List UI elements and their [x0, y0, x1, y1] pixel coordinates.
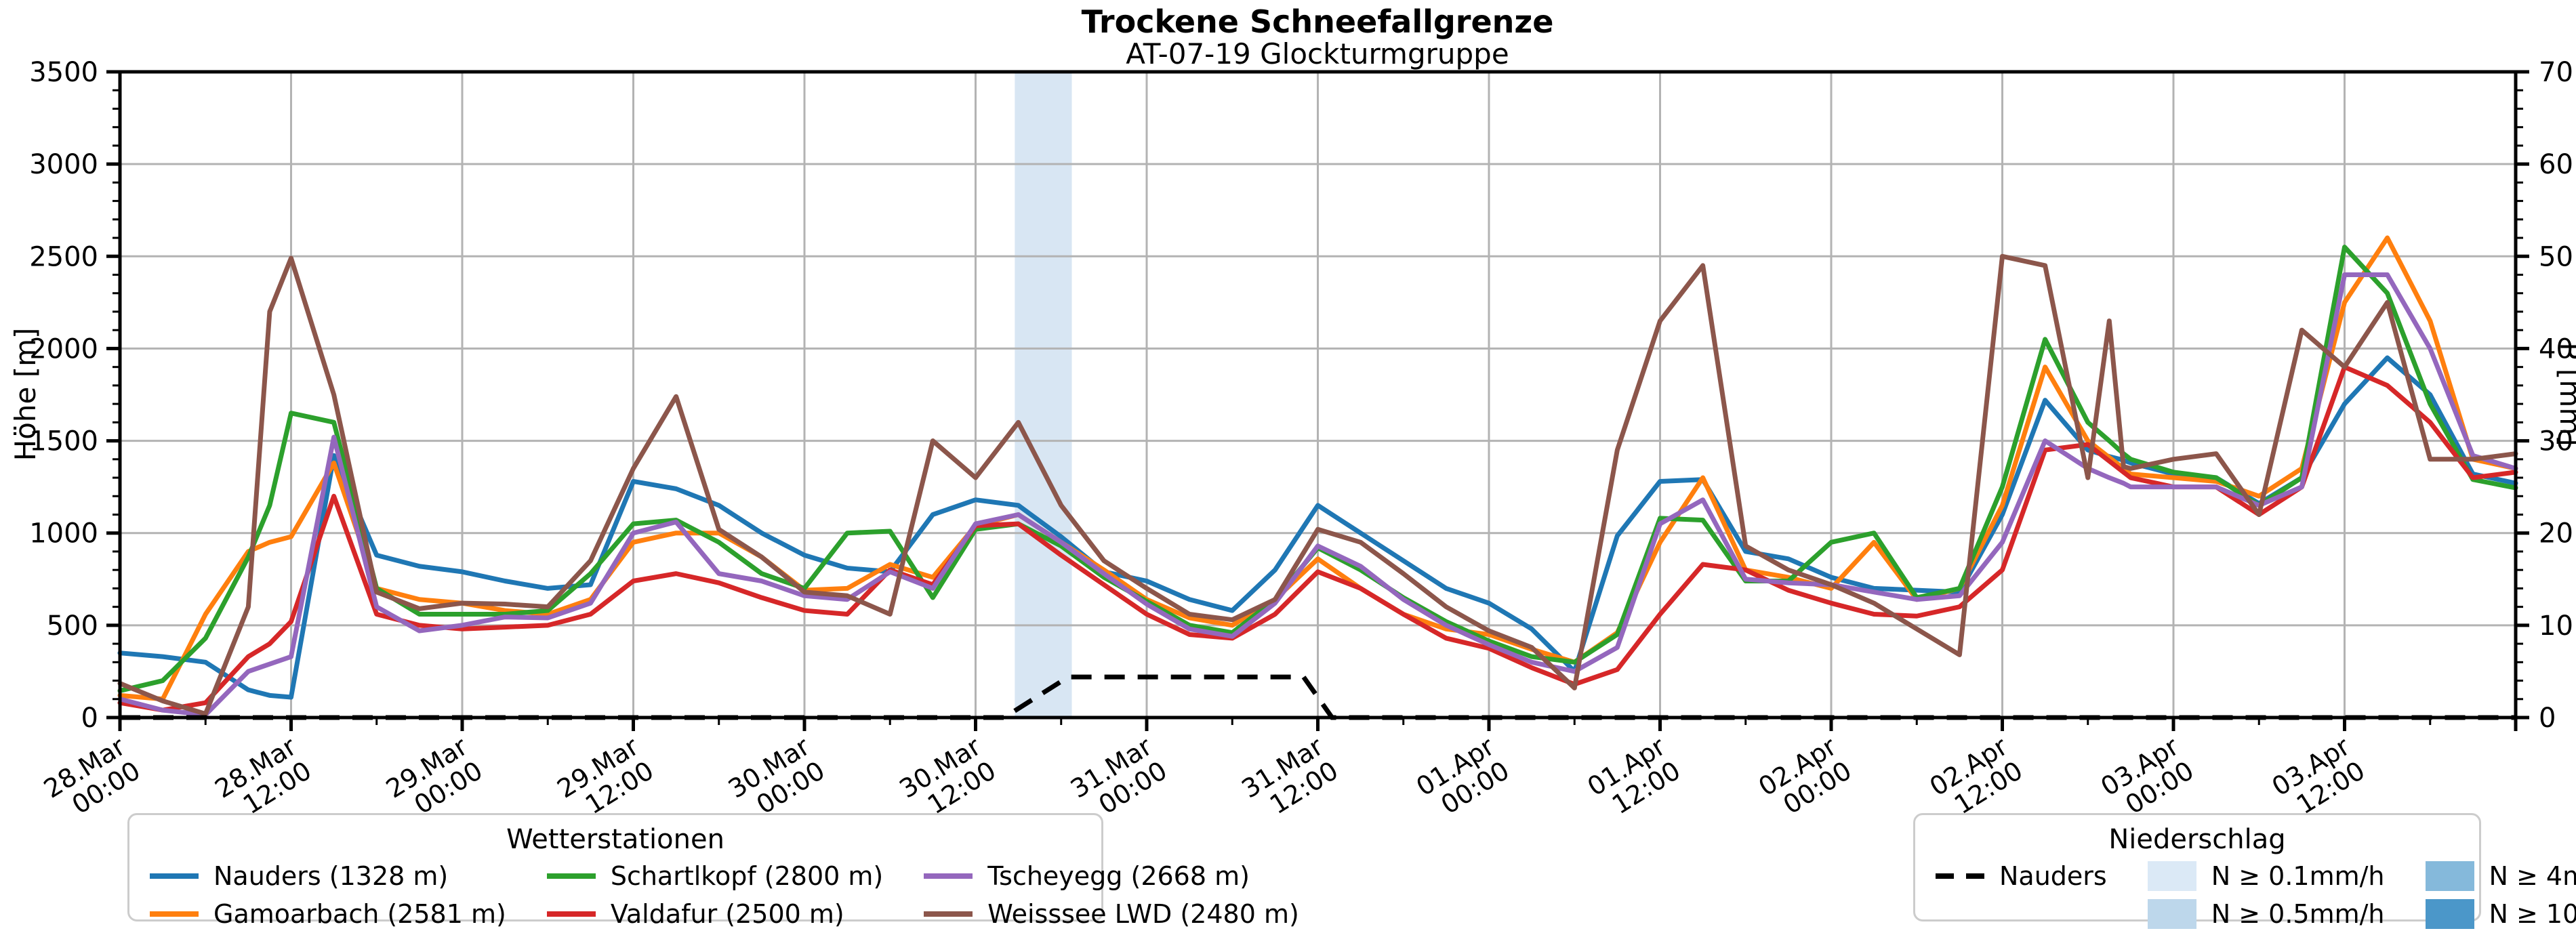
precip-01-swatch — [2148, 861, 2196, 891]
svg-text:01.Apr12:00: 01.Apr12:00 — [1582, 731, 1686, 826]
legend-item-nauders: Nauders (1328 m) — [150, 861, 506, 891]
chart-subtitle: AT-07-19 Glockturmgruppe — [1126, 37, 1509, 70]
legend-label: Weisssee LWD (2480 m) — [987, 899, 1299, 929]
legend-item-gamoarbach: Gamoarbach (2581 m) — [150, 899, 506, 929]
svg-text:3000: 3000 — [29, 149, 98, 180]
legend-label: Valdafur (2500 m) — [611, 899, 844, 929]
legend-precip-title: Niederschlag — [1936, 822, 2459, 857]
legend-item-weisssee: Weisssee LWD (2480 m) — [924, 899, 1299, 929]
legend-item-valdafur: Valdafur (2500 m) — [547, 899, 883, 929]
svg-text:0: 0 — [2539, 703, 2556, 734]
plot-area: 0 500 1000 1500 2000 2500 3000 3500 0 10 20 30 40 50 6… — [29, 57, 2573, 828]
legend-item-schartlkopf: Schartlkopf (2800 m) — [547, 861, 883, 891]
legend-item-precip-4: N ≥ 4mm/h — [2426, 861, 2576, 891]
legend-label: N ≥ 0.5mm/h — [2211, 899, 2385, 929]
precip-10-swatch — [2426, 899, 2474, 929]
legend-label: Schartlkopf (2800 m) — [611, 861, 883, 891]
svg-text:70: 70 — [2539, 57, 2573, 88]
svg-text:03.Apr12:00: 03.Apr12:00 — [2267, 731, 2371, 826]
legend-item-precip-10: N ≥ 10mm/h — [2426, 899, 2576, 929]
svg-text:1000: 1000 — [29, 518, 98, 550]
legend-item-tscheyegg: Tscheyegg (2668 m) — [924, 861, 1299, 891]
legend-item-precip-05: N ≥ 0.5mm/h — [2148, 899, 2385, 929]
svg-text:60: 60 — [2539, 149, 2573, 180]
legend-label: N ≥ 0.1mm/h — [2211, 861, 2385, 891]
svg-text:0: 0 — [81, 703, 98, 734]
svg-text:1500: 1500 — [29, 426, 98, 457]
legend-item-nauders-dashed: Nauders — [1936, 861, 2107, 891]
svg-text:20: 20 — [2539, 518, 2573, 550]
chart-title: Trockene Schneefallgrenze — [1082, 3, 1554, 40]
svg-text:3500: 3500 — [29, 57, 98, 88]
svg-text:40: 40 — [2539, 333, 2573, 365]
svg-text:02.Apr00:00: 02.Apr00:00 — [1753, 731, 1857, 826]
weisssee-line-swatch — [924, 911, 973, 917]
svg-text:500: 500 — [47, 610, 98, 642]
dashed-line-swatch — [1936, 873, 1984, 879]
svg-text:01.Apr00:00: 01.Apr00:00 — [1411, 731, 1515, 826]
svg-text:31.Mar12:00: 31.Mar12:00 — [1236, 731, 1343, 828]
precip-4-swatch — [2426, 861, 2474, 891]
legend-label: Nauders (1328 m) — [213, 861, 448, 891]
legend-label: Nauders — [1999, 861, 2107, 891]
svg-text:28.Mar00:00: 28.Mar00:00 — [39, 731, 146, 828]
svg-text:02.Apr12:00: 02.Apr12:00 — [1925, 731, 2028, 826]
svg-text:50: 50 — [2539, 241, 2573, 272]
legend-label: N ≥ 4mm/h — [2489, 861, 2576, 891]
nauders-line-swatch — [150, 873, 199, 879]
legend-label: Tscheyegg (2668 m) — [987, 861, 1250, 891]
legend-stations-title: Wetterstationen — [150, 822, 1081, 857]
gamoarbach-line-swatch — [150, 911, 199, 917]
svg-text:2000: 2000 — [29, 333, 98, 365]
schartlkopf-line-swatch — [547, 873, 596, 879]
legend-stations: Wetterstationen Nauders (1328 m) Gamoarb… — [127, 813, 1103, 921]
svg-text:2500: 2500 — [29, 241, 98, 272]
svg-text:10: 10 — [2539, 610, 2573, 642]
svg-text:03.Apr00:00: 03.Apr00:00 — [2095, 731, 2199, 826]
precip-05-swatch — [2148, 899, 2196, 929]
legend-item-precip-01: N ≥ 0.1mm/h — [2148, 861, 2385, 891]
tscheyegg-line-swatch — [924, 873, 973, 879]
legend-label: N ≥ 10mm/h — [2489, 899, 2576, 929]
legend-label: Gamoarbach (2581 m) — [213, 899, 506, 929]
svg-text:30: 30 — [2539, 426, 2573, 457]
valdafur-line-swatch — [547, 911, 596, 917]
legend-precip: Niederschlag Nauders N ≥ 0.1mm/h N ≥ 0.5… — [1913, 813, 2481, 921]
